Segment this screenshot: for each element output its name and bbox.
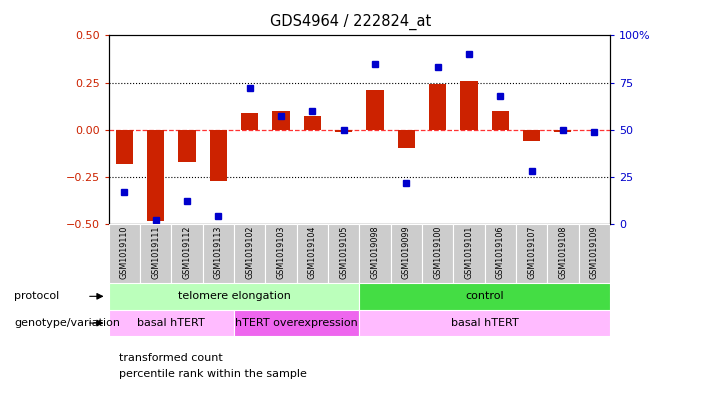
Text: GSM1019101: GSM1019101 [464, 226, 473, 279]
Bar [454, 224, 484, 283]
Bar [484, 224, 516, 283]
Text: basal hTERT: basal hTERT [451, 318, 519, 328]
Text: GSM1019109: GSM1019109 [590, 226, 599, 279]
Bar [554, 130, 571, 132]
Bar [360, 310, 610, 336]
Text: GSM1019107: GSM1019107 [527, 226, 536, 279]
Bar [397, 130, 415, 148]
Bar [109, 310, 234, 336]
Bar [178, 130, 196, 162]
Text: GSM1019098: GSM1019098 [370, 226, 379, 279]
Bar [578, 224, 610, 283]
Bar [109, 283, 360, 310]
Bar [429, 84, 447, 130]
Text: hTERT overexpression: hTERT overexpression [236, 318, 358, 328]
Text: GSM1019105: GSM1019105 [339, 226, 348, 279]
Bar [297, 224, 328, 283]
Text: basal hTERT: basal hTERT [137, 318, 205, 328]
Text: protocol: protocol [14, 291, 60, 301]
Text: GSM1019103: GSM1019103 [276, 226, 285, 279]
Text: GSM1019104: GSM1019104 [308, 226, 317, 279]
Bar [116, 130, 133, 163]
Bar [265, 224, 297, 283]
Bar [109, 224, 140, 283]
Bar [547, 224, 578, 283]
Bar [234, 224, 265, 283]
Text: GSM1019102: GSM1019102 [245, 226, 254, 279]
Bar [328, 224, 360, 283]
Text: transformed count: transformed count [119, 353, 223, 363]
Text: percentile rank within the sample: percentile rank within the sample [119, 369, 307, 379]
Bar [367, 90, 383, 130]
Bar [523, 130, 540, 141]
Bar [491, 111, 509, 130]
Bar [234, 310, 360, 336]
Text: GSM1019110: GSM1019110 [120, 226, 129, 279]
Text: GSM1019106: GSM1019106 [496, 226, 505, 279]
Bar [360, 283, 610, 310]
Bar [304, 116, 321, 130]
Text: GSM1019100: GSM1019100 [433, 226, 442, 279]
Text: GSM1019108: GSM1019108 [559, 226, 567, 279]
Bar [390, 224, 422, 283]
Bar [335, 130, 352, 132]
Text: genotype/variation: genotype/variation [14, 318, 120, 328]
Bar [147, 130, 164, 221]
Bar [210, 130, 227, 181]
Bar [140, 224, 171, 283]
Bar [171, 224, 203, 283]
Bar [360, 224, 390, 283]
Text: GDS4964 / 222824_at: GDS4964 / 222824_at [270, 14, 431, 30]
Bar [272, 111, 290, 130]
Text: control: control [465, 291, 504, 301]
Bar [203, 224, 234, 283]
Bar [241, 113, 258, 130]
Text: GSM1019112: GSM1019112 [182, 226, 191, 279]
Text: GSM1019113: GSM1019113 [214, 226, 223, 279]
Text: GSM1019099: GSM1019099 [402, 226, 411, 279]
Bar [422, 224, 454, 283]
Bar [516, 224, 547, 283]
Text: telomere elongation: telomere elongation [177, 291, 290, 301]
Text: GSM1019111: GSM1019111 [151, 226, 160, 279]
Bar [461, 81, 477, 130]
